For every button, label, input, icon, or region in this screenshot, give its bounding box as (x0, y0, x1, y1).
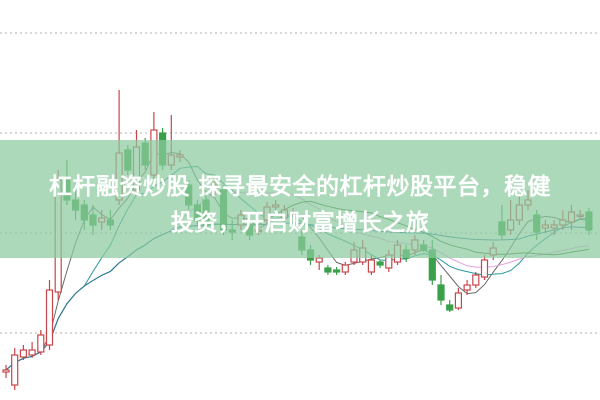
candle-up (11, 354, 19, 386)
candle-up (315, 257, 323, 263)
candle-up (2, 369, 10, 373)
candle-up (37, 334, 45, 353)
headline-line-2: 投资，开启财富增长之旅 (170, 210, 430, 236)
candle-down (324, 267, 332, 273)
candle-up (463, 284, 471, 291)
candle-up (45, 289, 54, 346)
candle-up (28, 349, 36, 356)
candle-up (480, 259, 489, 278)
candle-down (376, 261, 384, 266)
candle-up (454, 292, 462, 309)
candle-up (341, 264, 349, 273)
candle-down (333, 269, 341, 273)
headline-banner: 杠杆融资炒股 探寻最安全的杠杆炒股平台，稳健 投资，开启财富增长之旅 (0, 140, 600, 258)
candle-down (437, 284, 445, 301)
candle-down (446, 304, 454, 311)
candle-up (19, 349, 27, 358)
candle-up (472, 274, 480, 286)
headline-line-1: 杠杆融资炒股 探寻最安全的杠杆炒股平台，稳健 (48, 174, 551, 200)
candle-up (367, 259, 375, 273)
